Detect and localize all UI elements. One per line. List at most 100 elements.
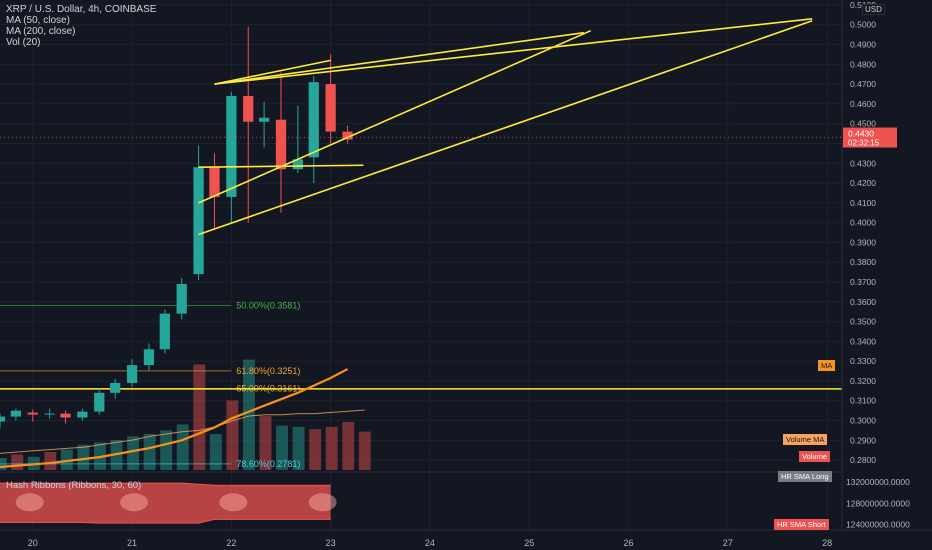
candle-body: [94, 392, 105, 412]
volume-bar: [325, 426, 338, 470]
price-tick-label: 0.5000: [850, 20, 876, 30]
legend-symbol[interactable]: XRP / U.S. Dollar, 4h, COINBASE: [6, 4, 157, 15]
volume-tag: Volume: [799, 451, 831, 462]
candle-body: [60, 413, 71, 418]
time-tick-label: 23: [326, 538, 336, 548]
time-axis-bg: [0, 530, 932, 550]
volume-bar: [209, 434, 222, 470]
volume-bar: [44, 452, 57, 470]
volume-bar: [11, 454, 24, 470]
price-tick-label: 0.3500: [850, 317, 876, 327]
candle-body: [308, 82, 319, 158]
price-tick-label: 0.4100: [850, 198, 876, 208]
candle-body: [292, 159, 304, 170]
hash-ribbon-area: [0, 483, 331, 524]
price-tick-label: 0.2800: [850, 455, 876, 465]
volume-bar: [160, 430, 173, 470]
volume-bar: [309, 429, 322, 470]
candles: [0, 26, 353, 429]
candle-body: [44, 413, 55, 415]
candle-body: [209, 167, 220, 197]
volume-bar: [226, 400, 239, 470]
volume-bar: [176, 424, 189, 470]
candle-body: [77, 411, 88, 418]
hash-ribbons-pane: [0, 471, 932, 524]
price-tick-label: 0.4200: [850, 178, 876, 188]
volume-bar: [127, 436, 140, 470]
price-tick-label: 0.3800: [850, 257, 876, 267]
candle-body: [126, 365, 138, 383]
currency-badge[interactable]: USD: [862, 4, 885, 15]
hr-sma-long-tag: HR SMA Long: [778, 471, 832, 482]
legend-ma50[interactable]: MA (50, close): [6, 15, 70, 26]
ma-line: [0, 368, 349, 469]
candle-body: [193, 167, 204, 275]
price-tick-label: 0.4500: [850, 119, 876, 129]
volume-bar: [259, 416, 272, 470]
legend-vol[interactable]: Vol (20): [6, 37, 41, 48]
candle-body: [176, 283, 187, 314]
price-tick-label: 0.3700: [850, 277, 876, 287]
price-tick-label: 0.3200: [850, 376, 876, 386]
candle-body: [226, 95, 237, 197]
candle-body: [258, 117, 270, 122]
price-tick-label: 0.3400: [850, 336, 876, 346]
price-tick-label: 0.3600: [850, 297, 876, 307]
ma-line-layer: [0, 368, 349, 469]
hash-tick-label: 128000000.0000: [846, 498, 910, 508]
grid: [0, 0, 842, 530]
volume-bar: [342, 422, 355, 470]
trendlines: [198, 18, 813, 236]
legend-ma200[interactable]: MA (200, close): [6, 26, 76, 37]
candle-body: [0, 416, 6, 422]
candle-body: [325, 84, 336, 132]
time-tick-label: 28: [822, 538, 832, 548]
candle-body: [159, 313, 170, 350]
ma-tag: MA: [818, 360, 836, 371]
time-tick-label: 27: [723, 538, 733, 548]
volume-bar: [193, 364, 206, 470]
candle-body: [27, 412, 38, 415]
volume-bar: [242, 359, 255, 470]
candle-body: [143, 349, 155, 366]
fib-label: 50.00%(0.3581): [236, 301, 300, 311]
volume-ma-tag: Volume MA: [783, 434, 828, 445]
price-tick-label: 0.4800: [850, 59, 876, 69]
current-price-label: 0.4430: [848, 129, 874, 139]
price-tick-label: 0.3000: [850, 416, 876, 426]
trendline: [214, 31, 584, 85]
fib-label: 78.60%(0.2781): [236, 459, 300, 469]
time-tick-label: 22: [226, 538, 236, 548]
price-tick-label: 0.3300: [850, 356, 876, 366]
time-tick-label: 25: [524, 538, 534, 548]
volume-ma-line: [0, 409, 365, 454]
fib-label: 61.80%(0.3251): [236, 366, 300, 376]
hash-ribbons-title[interactable]: Hash Ribbons (Ribbons, 30, 60): [6, 480, 142, 491]
hr-sma-short-tag: HR SMA Short: [774, 519, 829, 530]
candle-body: [275, 119, 287, 170]
volume-bar: [77, 444, 90, 470]
price-tick-label: 0.4700: [850, 79, 876, 89]
hash-ribbon-marker: [219, 493, 248, 512]
hash-tick-label: 124000000.0000: [846, 520, 910, 530]
price-tick-label: 0.2900: [850, 435, 876, 445]
candle-body: [110, 382, 121, 393]
price-tick-label: 0.4000: [850, 218, 876, 228]
hr-sma-short-line: [0, 518, 331, 524]
candle-body: [342, 131, 353, 140]
volume-bar: [60, 449, 73, 470]
price-tick-label: 0.3900: [850, 237, 876, 247]
legend: XRP / U.S. Dollar, 4h, COINBASE MA (50, …: [6, 4, 156, 48]
price-tick-label: 0.4600: [850, 99, 876, 109]
price-tick-label: 0.3100: [850, 396, 876, 406]
hash-tick-label: 132000000.0000: [846, 477, 910, 487]
price-tick-label: 0.4300: [850, 158, 876, 168]
hash-ribbon-marker: [119, 493, 148, 512]
hash-ribbon-marker: [15, 493, 44, 512]
countdown-clock: 02:32:15: [848, 139, 880, 148]
candle-body: [243, 95, 254, 122]
hr-sma-long-line: [0, 482, 331, 486]
